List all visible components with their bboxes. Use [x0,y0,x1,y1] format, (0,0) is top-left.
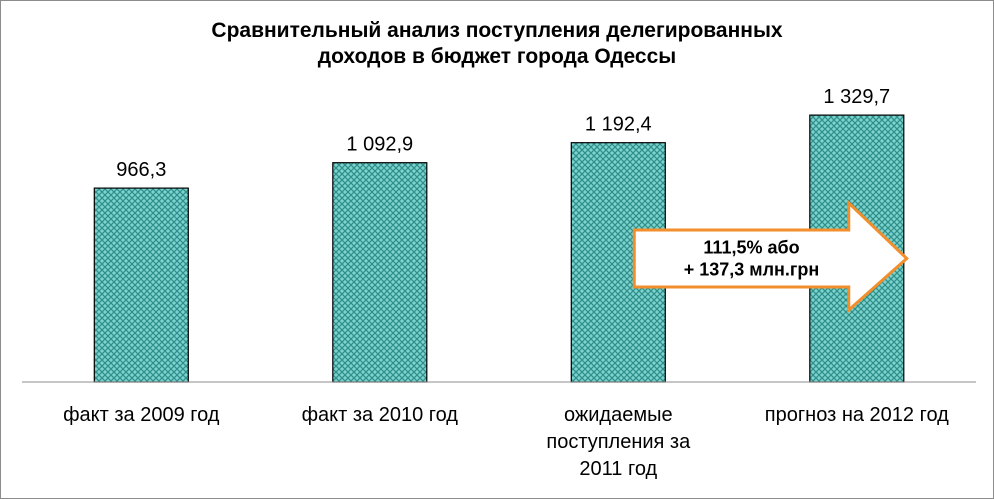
chart-title-line-1: Сравнительный анализ поступления делегир… [211,19,783,42]
data-label-1: 966,3 [116,159,166,181]
data-label-4: 1 329,7 [823,86,890,108]
category-label-2: факт за 2010 год [302,404,459,426]
category-label-4: прогноз на 2012 год [765,404,949,426]
data-label-2: 1 092,9 [346,134,413,156]
growth-arrow-icon [632,199,909,314]
growth-callout: 111,5% або + 137,3 млн.грн [632,199,909,314]
bar-2 [332,162,428,383]
data-label-3: 1 192,4 [585,114,652,136]
bar-1 [93,187,189,383]
chart-title-line-2: доходов в бюджет города Одессы [317,45,677,68]
chart-title: Сравнительный анализ поступления делегир… [0,18,994,70]
growth-callout-text: 111,5% або + 137,3 млн.грн [684,238,820,280]
category-label-3: ожидаемые поступления за 2011 год [546,404,691,480]
category-label-1: факт за 2009 год [63,404,220,426]
